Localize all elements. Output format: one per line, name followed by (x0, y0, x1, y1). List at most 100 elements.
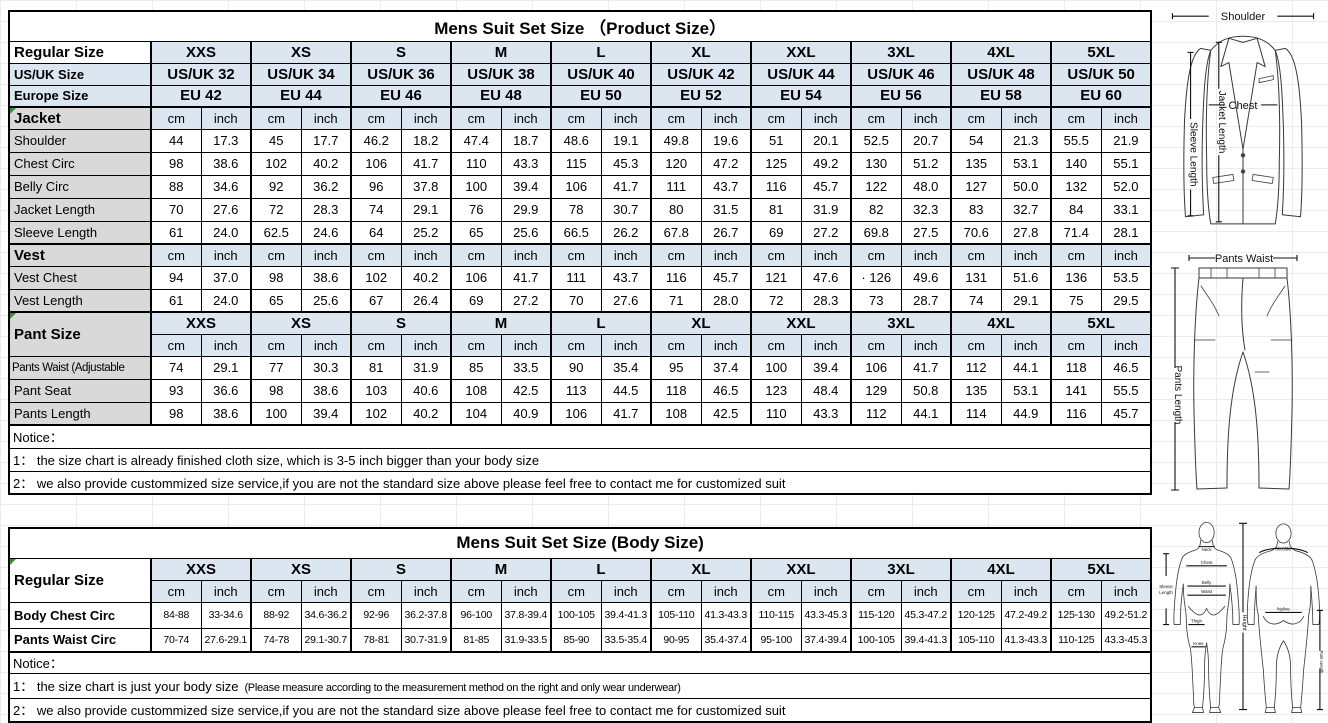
usuk-size-cell: US/UK 48 (950, 62, 1052, 86)
data-cell: 51.2 (900, 151, 952, 176)
data-cell: 31.5 (700, 197, 752, 222)
notice-text: 1： the size chart is just your body size… (8, 672, 1152, 699)
data-cell: 26.4 (400, 288, 452, 313)
body-thigh-label: Thigh (1191, 619, 1203, 624)
data-cell: 29.1 (200, 355, 252, 380)
data-cell: 24.0 (200, 220, 252, 245)
data-cell: 47.2 (700, 151, 752, 176)
data-cell: 35.4-37.4 (700, 627, 752, 653)
data-cell: 45.7 (800, 174, 852, 199)
data-cell: 30.7 (600, 197, 652, 222)
size-header-cell: XXS (150, 311, 252, 335)
data-cell: 140 (1050, 151, 1102, 176)
unit-cm-cell: cm (250, 243, 302, 267)
europe-size-cell: EU 52 (650, 84, 752, 108)
data-cell: 46.5 (700, 378, 752, 403)
data-cell: 98 (150, 401, 202, 426)
body-size-table: Mens Suit Set Size (Body Size) Regular Si… (8, 527, 1153, 723)
unit-cm-cell: cm (750, 579, 802, 603)
data-cell: 37.8-39.4 (500, 601, 552, 629)
unit-cm-cell: cm (350, 579, 402, 603)
data-cell: 29.5 (1100, 288, 1152, 313)
data-cell: 40.9 (500, 401, 552, 426)
row-label: Jacket Length (8, 197, 152, 222)
body-hipline-label: hipline (1277, 606, 1290, 611)
unit-inch-cell: inch (1000, 106, 1052, 130)
data-cell: 106 (850, 355, 902, 380)
data-cell: 85-90 (550, 627, 602, 653)
data-cell: 35.4 (600, 355, 652, 380)
data-cell: 105-110 (650, 601, 702, 629)
data-cell: 27.6-29.1 (200, 627, 252, 653)
size-header-cell: 3XL (850, 311, 952, 335)
data-cell: 113 (550, 378, 602, 403)
data-cell: 42.5 (700, 401, 752, 426)
data-cell: 53.1 (1000, 378, 1052, 403)
data-cell: 41.7 (400, 151, 452, 176)
data-cell: 38.6 (300, 378, 352, 403)
data-cell: 73 (850, 288, 902, 313)
unit-inch-cell: inch (700, 579, 752, 603)
data-cell: 77 (250, 355, 302, 380)
data-cell: 120-125 (950, 601, 1002, 629)
data-cell: 44.1 (1000, 355, 1052, 380)
data-cell: 78 (550, 197, 602, 222)
data-cell: 39.4 (500, 174, 552, 199)
body-knee-label: Knee (1193, 641, 1204, 646)
unit-cm-cell: cm (750, 243, 802, 267)
data-cell: 21.3 (1000, 128, 1052, 153)
data-cell: 55.5 (1100, 378, 1152, 403)
data-cell: 123 (750, 378, 802, 403)
unit-cm-cell: cm (350, 106, 402, 130)
data-cell: 69.8 (850, 220, 902, 245)
data-cell: 41.7 (600, 174, 652, 199)
data-cell: 41.7 (600, 401, 652, 426)
data-cell: 34.6 (200, 174, 252, 199)
unit-cm-cell: cm (1050, 106, 1102, 130)
unit-inch-cell: inch (300, 333, 352, 357)
data-cell: 95-100 (750, 627, 802, 653)
unit-cm-cell: cm (750, 106, 802, 130)
unit-cm-cell: cm (550, 243, 602, 267)
data-cell: 104 (450, 401, 502, 426)
unit-inch-cell: inch (500, 579, 552, 603)
unit-inch-cell: inch (400, 333, 452, 357)
usuk-size-label: US/UK Size (8, 62, 152, 86)
data-cell: 20.7 (900, 128, 952, 153)
size-header-cell: L (550, 311, 652, 335)
size-header-cell: XL (650, 311, 752, 335)
data-cell: 18.2 (400, 128, 452, 153)
data-cell: 108 (650, 401, 702, 426)
data-cell: 44.9 (1000, 401, 1052, 426)
data-cell: 116 (1050, 401, 1102, 426)
data-cell: 28.3 (300, 197, 352, 222)
size-header-cell: XXL (750, 557, 852, 581)
data-cell: 112 (950, 355, 1002, 380)
data-cell: 64 (350, 220, 402, 245)
data-cell: 82 (850, 197, 902, 222)
unit-inch-cell: inch (400, 106, 452, 130)
size-header-cell: XL (650, 40, 752, 64)
size-header-cell: L (550, 40, 652, 64)
data-cell: 106 (550, 174, 602, 199)
size-header-cell: XXL (750, 40, 852, 64)
unit-cm-cell: cm (650, 106, 702, 130)
data-cell: 70.6 (950, 220, 1002, 245)
jacket-sleeve-length-label: Sleeve Length (1188, 122, 1199, 186)
data-cell: 121 (750, 265, 802, 290)
unit-cm-cell: cm (150, 106, 202, 130)
unit-inch-cell: inch (1100, 333, 1152, 357)
body-chest-label: Chest (1201, 560, 1213, 565)
data-cell: 93 (150, 378, 202, 403)
data-cell: 110 (450, 151, 502, 176)
unit-inch-cell: inch (800, 243, 852, 267)
data-cell: 17.3 (200, 128, 252, 153)
data-cell: 28.0 (700, 288, 752, 313)
data-cell: 44.1 (900, 401, 952, 426)
data-cell: 108 (450, 378, 502, 403)
data-cell: 36.6 (200, 378, 252, 403)
product-size-table: Mens Suit Set Size （Product Size） Regular… (8, 10, 1153, 495)
size-header-cell: L (550, 557, 652, 581)
data-cell: 40.6 (400, 378, 452, 403)
data-cell: 48.6 (550, 128, 602, 153)
